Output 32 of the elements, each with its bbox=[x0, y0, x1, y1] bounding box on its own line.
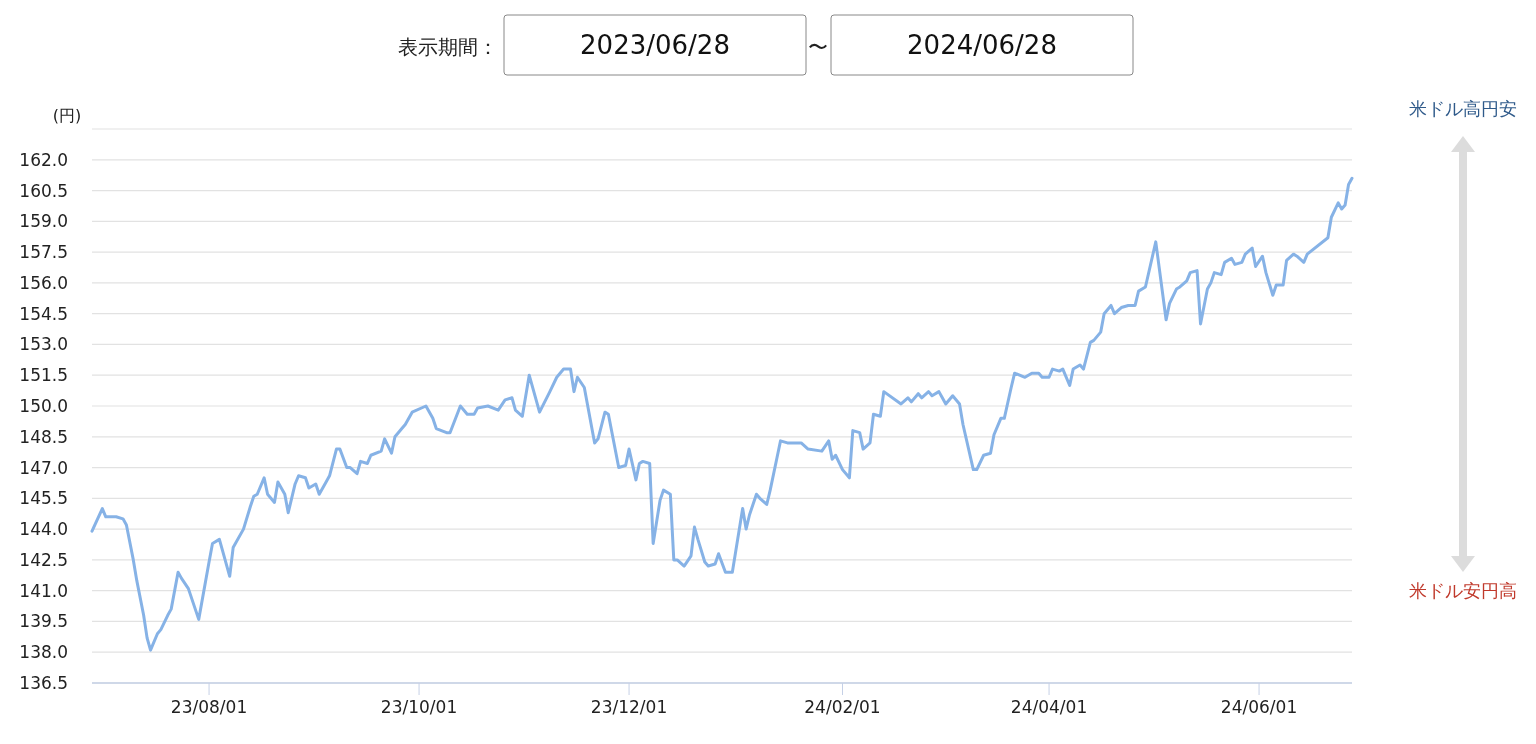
x-tick-label: 23/10/01 bbox=[380, 697, 458, 717]
line-series bbox=[90, 176, 1354, 652]
x-tick-label: 23/12/01 bbox=[590, 697, 668, 717]
y-tick-label: 142.5 bbox=[19, 549, 68, 570]
y-tick-label: 145.5 bbox=[19, 488, 68, 509]
text: 表示期間： bbox=[398, 35, 498, 59]
y-tick-label: 162.0 bbox=[19, 149, 68, 170]
y-tick-label: 153.0 bbox=[19, 334, 68, 355]
y-tick-label: 147.0 bbox=[19, 457, 68, 478]
y-axis-title: (円) bbox=[52, 106, 82, 125]
x-tick-label: 24/04/01 bbox=[1010, 697, 1088, 717]
y-tick-label: 151.5 bbox=[19, 365, 68, 386]
y-tick-label: 148.5 bbox=[19, 426, 68, 447]
text: 〜 bbox=[808, 35, 828, 59]
y-tick-label: 139.5 bbox=[19, 611, 68, 632]
text: 米ドル高円安 bbox=[1409, 98, 1517, 119]
x-tick-label: 24/06/01 bbox=[1220, 697, 1298, 717]
text: 米ドル安円高 bbox=[1409, 580, 1517, 601]
x-tick-label: 24/02/01 bbox=[804, 697, 881, 717]
y-tick-label: 150.0 bbox=[19, 396, 68, 416]
y-tick-label: 154.5 bbox=[19, 303, 68, 324]
y-tick-label: 159.0 bbox=[19, 211, 68, 232]
y-tick-label: 157.5 bbox=[19, 242, 68, 263]
text: 2024/06/28 bbox=[907, 30, 1057, 60]
x-tick-label: 23/08/01 bbox=[170, 697, 248, 717]
text: 2023/06/28 bbox=[580, 30, 730, 60]
y-tick-label: 136.5 bbox=[19, 673, 68, 693]
y-tick-label: 156.0 bbox=[19, 272, 68, 293]
y-tick-label: 144.0 bbox=[19, 519, 68, 540]
y-tick-label: 141.0 bbox=[19, 580, 68, 601]
y-tick-label: 160.5 bbox=[19, 180, 68, 201]
y-tick-label: 138.0 bbox=[19, 642, 68, 663]
